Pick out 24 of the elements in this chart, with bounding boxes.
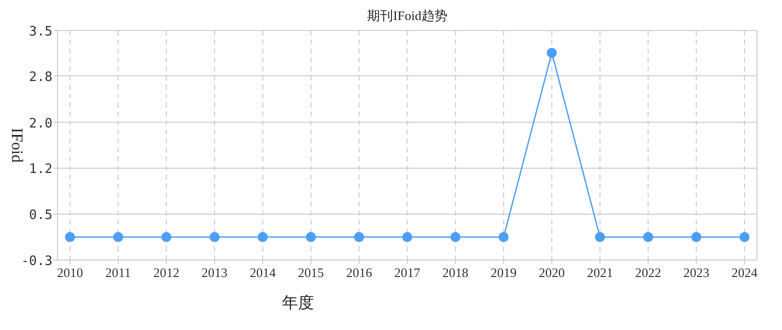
x-tick-label: 2021 — [586, 265, 613, 280]
y-tick-label: 0.5 — [29, 208, 52, 224]
x-tick-label: 2016 — [346, 265, 373, 280]
x-tick-label: 2018 — [442, 265, 468, 280]
x-tick-label: 2020 — [538, 265, 565, 280]
x-tick-label: 2014 — [250, 265, 276, 280]
x-tick-label: 2011 — [105, 265, 131, 280]
x-tick-label: 2012 — [153, 265, 180, 280]
x-axis-title: 年度 — [282, 294, 314, 312]
y-tick-label: -0.3 — [21, 254, 52, 269]
x-tick-label: 2017 — [394, 265, 421, 280]
y-tick-label: 2.0 — [29, 116, 52, 132]
x-tick-label: 2010 — [57, 265, 83, 280]
y-tick-label: 3.5 — [29, 24, 52, 40]
x-tick-label: 2013 — [202, 265, 228, 280]
x-tick-label: 2023 — [683, 265, 710, 280]
y-axis-title: IFoid — [8, 128, 25, 163]
chart-title: 期刊IFoid趋势 — [367, 8, 448, 23]
x-tick-label: 2015 — [298, 265, 324, 280]
x-tick-label: 2024 — [732, 265, 758, 280]
y-tick-label: 2.8 — [29, 70, 52, 85]
x-tick-label: 2019 — [490, 265, 517, 280]
y-tick-label: 1.2 — [29, 162, 52, 178]
x-tick-label: 2022 — [635, 265, 662, 280]
